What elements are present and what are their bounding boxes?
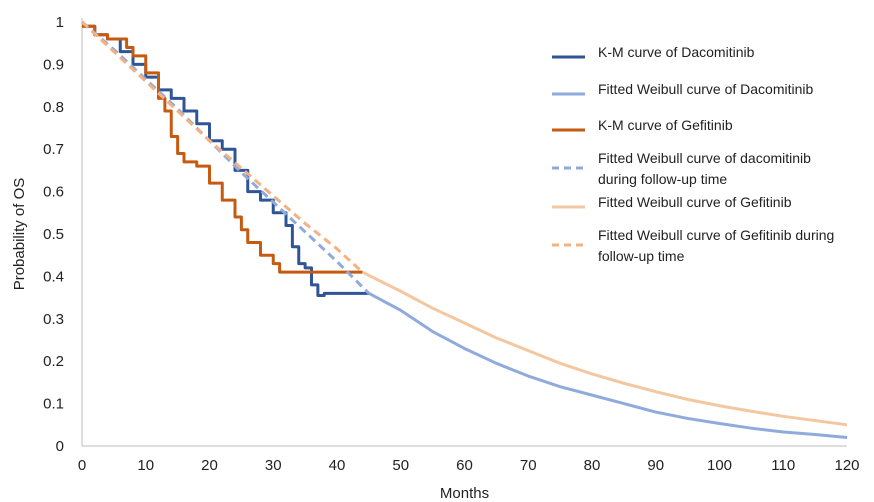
legend-label-5: Fitted Weibull curve of Gefitinib [598, 194, 792, 210]
legend-label-6: follow-up time [598, 248, 685, 264]
chart-axes: 0 10 20 30 40 50 60 70 80 90 100 110 120 0 0.1 0.2 0.3 0.… [43, 14, 859, 474]
legend-label-1: K-M curve of Dacomitinib [598, 44, 755, 60]
x-tick-label: 100 [707, 457, 732, 474]
legend-label-4: Fitted Weibull curve of dacomitinib [598, 150, 811, 166]
x-axis-title: Months [440, 485, 489, 502]
legend-label-2: Fitted Weibull curve of Dacomitinib [598, 81, 813, 97]
x-tick-label: 0 [78, 457, 86, 474]
chart-legend: K-M curve of Dacomitinib Fitted Weibull c… [552, 44, 834, 264]
y-tick-label: 0.3 [43, 311, 64, 328]
x-tick-label: 40 [329, 457, 346, 474]
y-tick-label: 0.4 [43, 268, 64, 285]
y-tick-label: 0.9 [43, 56, 64, 73]
x-tick-label: 80 [584, 457, 601, 474]
legend-label-3: K-M curve of Gefitinib [598, 117, 733, 133]
series-line-5 [361, 270, 848, 427]
y-tick-label: 1 [56, 14, 64, 31]
y-tick-label: 0.6 [43, 184, 64, 201]
x-tick-label: 10 [137, 457, 154, 474]
x-tick-label: 110 [771, 457, 795, 474]
y-axis-title: Probability of OS [11, 178, 28, 291]
series-line-2 [368, 292, 848, 440]
x-tick-label: 30 [265, 457, 282, 474]
legend-label-6: Fitted Weibull curve of Gefitinib during [598, 227, 834, 243]
x-tick-label: 50 [392, 457, 409, 474]
legend-label-4: during follow-up time [598, 171, 727, 187]
x-tick-label: 90 [647, 457, 664, 474]
y-tick-label: 0.5 [43, 226, 64, 243]
series-layer [80, 20, 848, 440]
series-line-6 [80, 20, 364, 274]
series-line-4 [81, 20, 370, 295]
y-tick-label: 0.2 [43, 353, 64, 370]
y-tick-label: 0.1 [43, 396, 64, 413]
x-tick-label: 70 [520, 457, 537, 474]
x-tick-label: 20 [201, 457, 218, 474]
y-tick-label: 0.8 [43, 99, 64, 116]
x-tick-label: 120 [834, 457, 859, 474]
y-tick-label: 0 [56, 438, 64, 455]
series-line-3 [82, 24, 363, 274]
series-line-1 [82, 24, 369, 297]
y-tick-label: 0.7 [43, 141, 64, 158]
x-tick-label: 60 [456, 457, 473, 474]
